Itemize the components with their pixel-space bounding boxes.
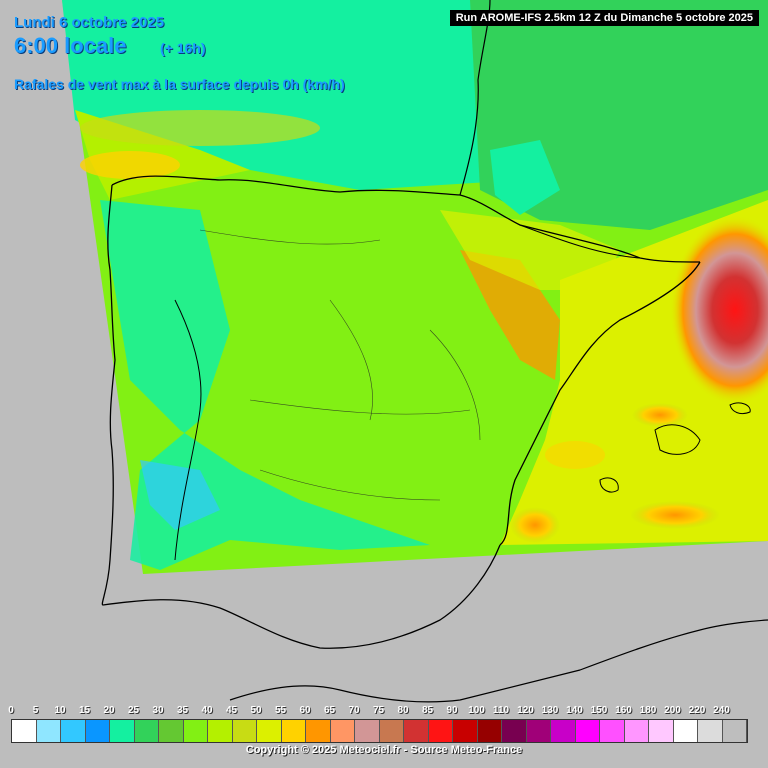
- legend-label: 130: [541, 705, 559, 716]
- legend-swatch: [232, 720, 257, 742]
- legend-label: 90: [446, 705, 458, 716]
- legend-label: 200: [664, 705, 681, 716]
- pyrenees-yellow: [440, 210, 620, 290]
- legend-label: 70: [348, 705, 360, 716]
- forecast-date: Lundi 6 octobre 2025: [14, 14, 165, 31]
- legend-label: 35: [176, 705, 189, 716]
- valencia-orange: [510, 507, 560, 543]
- legend-label: 25: [127, 705, 140, 716]
- legend-swatch: [306, 720, 331, 742]
- legend-labels: 0 5 10 15 20 25 30 35 40 45 50 55 60 65 70 75 80 85 90 100 1…: [0, 705, 768, 719]
- legend-swatch: [551, 720, 576, 742]
- legend-swatch: [330, 720, 355, 742]
- forecast-time: 6:00 locale: [14, 33, 127, 58]
- med-orange-2: [545, 441, 605, 469]
- legend-label: 150: [590, 705, 608, 716]
- legend-swatch: [12, 720, 37, 742]
- legend-swatch: [624, 720, 649, 742]
- africa-coast: [229, 619, 768, 703]
- east-coast: [499, 261, 701, 546]
- legend-label: 140: [566, 705, 583, 716]
- legend-swatch: [600, 720, 625, 742]
- southwest-blue: [140, 460, 220, 530]
- legend-label: 75: [372, 705, 385, 716]
- pyrenees-border: [519, 224, 641, 259]
- legend-label: 65: [323, 705, 336, 716]
- lead-time: (+ 16h): [160, 40, 206, 56]
- copyright-text: Copyright © 2025 Meteociel.fr - Source M…: [245, 744, 523, 756]
- legend-label: 55: [274, 705, 287, 716]
- biscay-orange: [80, 151, 180, 179]
- legend-swatch: [428, 720, 453, 742]
- legend-swatch: [526, 720, 551, 742]
- legend-swatch: [379, 720, 404, 742]
- legend-label: 180: [639, 705, 657, 716]
- legend-swatch: [502, 720, 527, 742]
- legend-swatch: [673, 720, 698, 742]
- france-blue-patch: [490, 140, 560, 215]
- legend-label: 0: [8, 705, 14, 716]
- legend-label: 85: [421, 705, 434, 716]
- run-banner: Run AROME-IFS 2.5km 12 Z du Dimanche 5 o…: [449, 10, 759, 26]
- legend-swatch: [159, 720, 184, 742]
- legend-label: 80: [397, 705, 409, 716]
- legend-swatch: [453, 720, 478, 742]
- legend-swatch: [281, 720, 306, 742]
- legend-label: 50: [250, 705, 262, 716]
- legend-label: 20: [103, 705, 115, 716]
- legend-label: 5: [32, 705, 39, 716]
- south-coast: [102, 544, 501, 649]
- legend-swatch: [477, 720, 502, 742]
- legend-swatch: [183, 720, 208, 742]
- biscay-yellow-band: [80, 110, 320, 146]
- legend-label: 10: [54, 705, 66, 716]
- legend-swatch: [649, 720, 674, 742]
- legend-label: 30: [152, 705, 164, 716]
- balearic-orange: [630, 501, 720, 529]
- legend-label: 15: [78, 705, 91, 716]
- legend-swatch: [208, 720, 233, 742]
- legend-label: 45: [225, 705, 238, 716]
- legend-label: 100: [468, 705, 485, 716]
- legend-swatch: [85, 720, 110, 742]
- mallorca: [654, 424, 701, 455]
- legend-swatch: [575, 720, 600, 742]
- legend-swatch: [722, 720, 747, 742]
- legend-label: 40: [201, 705, 213, 716]
- legend-swatch: [404, 720, 429, 742]
- legend-swatch: [36, 720, 61, 742]
- legend-swatch: [134, 720, 159, 742]
- legend-swatch: [355, 720, 380, 742]
- legend-color-bar: [11, 719, 748, 743]
- portugal-border: [174, 299, 202, 561]
- west-coast: [101, 184, 116, 606]
- legend-label: 120: [517, 705, 534, 716]
- legend-label: 220: [688, 705, 706, 716]
- legend-label: 60: [299, 705, 311, 716]
- legend-swatch: [698, 720, 723, 742]
- legend-label: 240: [713, 705, 730, 716]
- legend-label: 110: [492, 705, 510, 716]
- med-orange-1: [632, 403, 688, 427]
- legend-swatch: [61, 720, 86, 742]
- legend-label: 160: [615, 705, 632, 716]
- parameter-title: Rafales de vent max à la surface depuis …: [14, 76, 345, 92]
- region-borders: [199, 229, 481, 501]
- ibiza: [599, 477, 619, 493]
- menorca: [729, 402, 751, 415]
- legend-swatch: [257, 720, 282, 742]
- legend-swatch: [110, 720, 135, 742]
